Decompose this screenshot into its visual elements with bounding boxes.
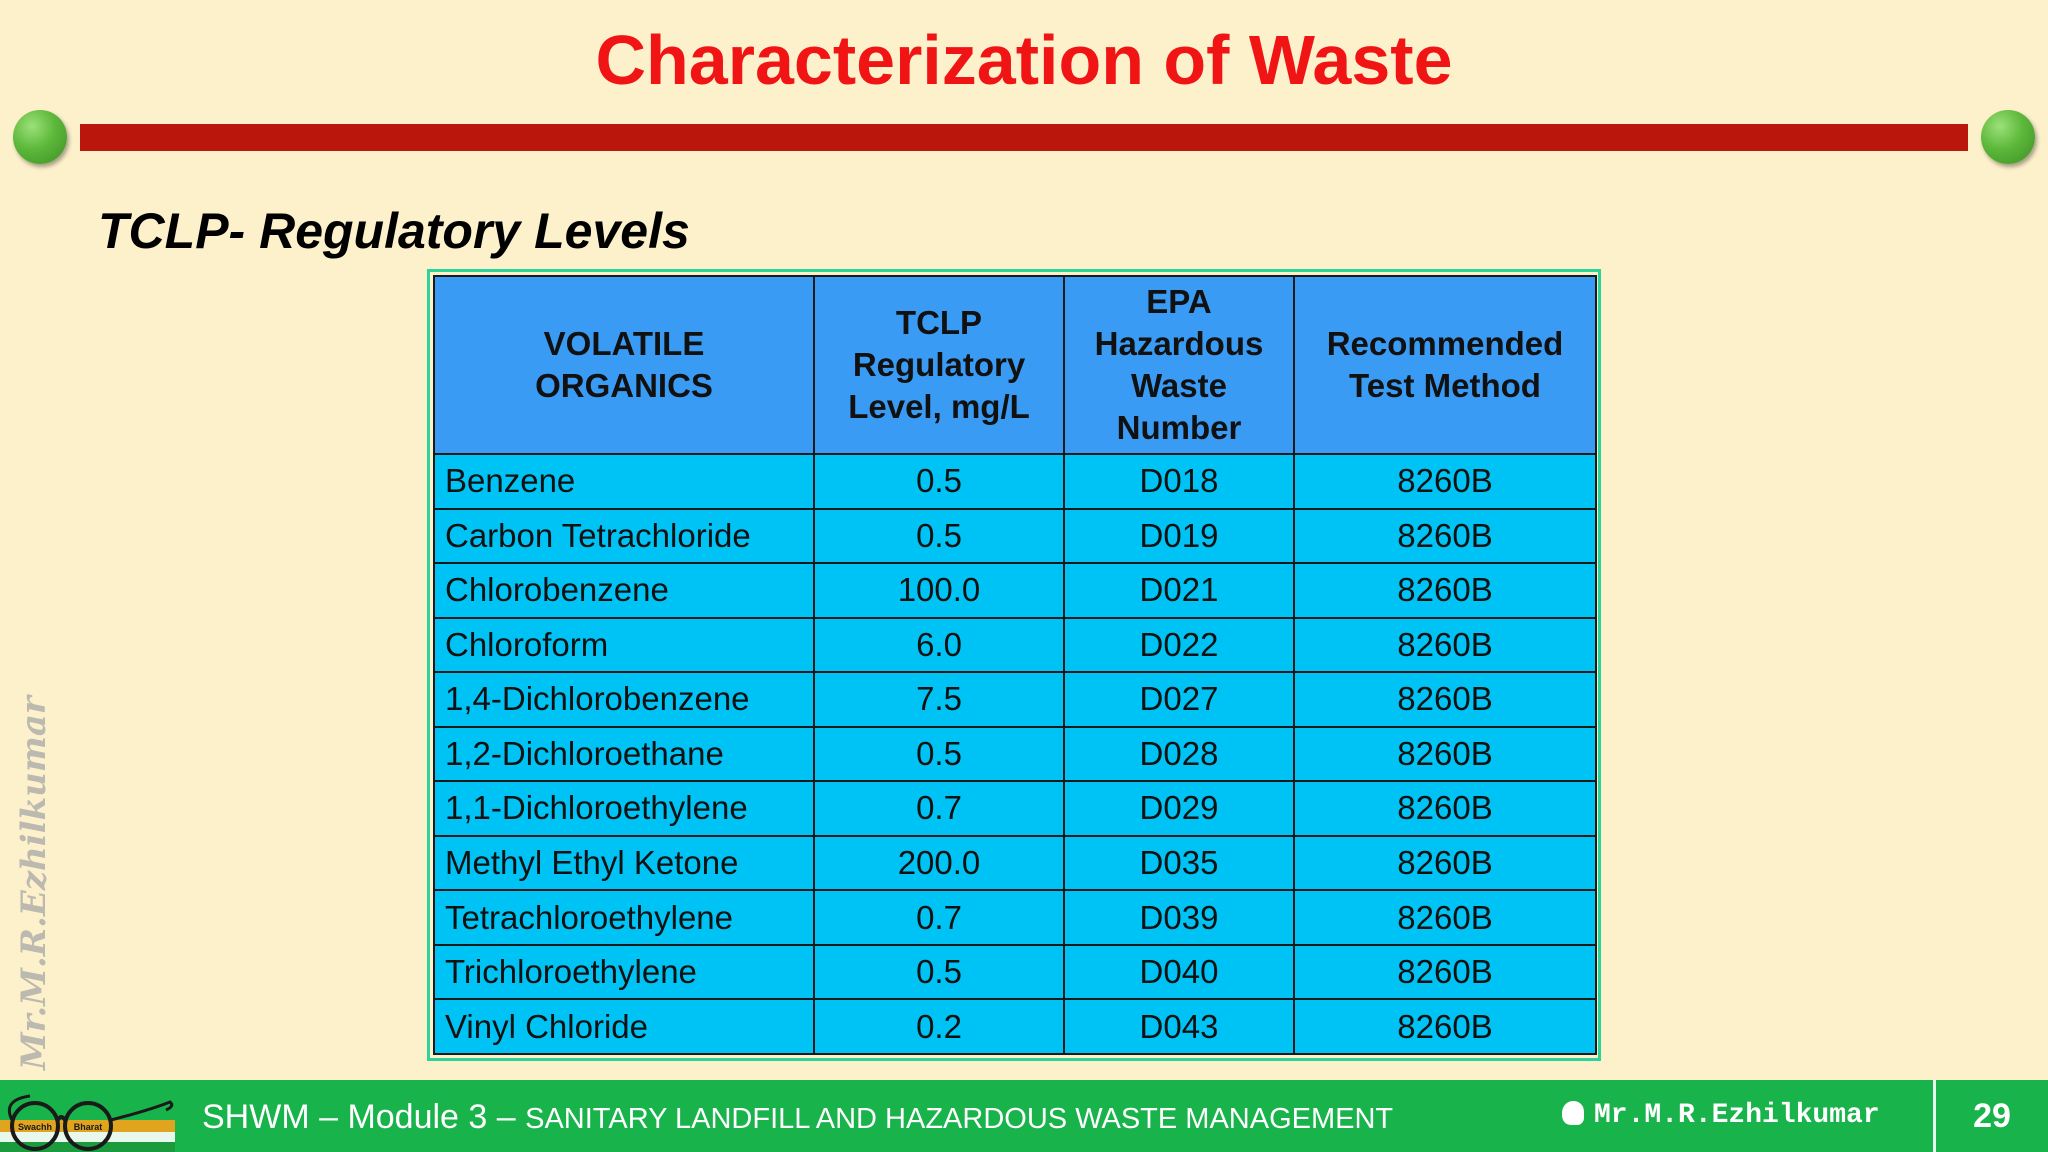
cell-method: 8260B bbox=[1293, 671, 1597, 728]
cell-method: 8260B bbox=[1293, 616, 1597, 674]
cell-epa-number: D035 bbox=[1063, 834, 1295, 892]
cell-method: 8260B bbox=[1293, 889, 1597, 946]
cell-epa-number: D018 bbox=[1063, 453, 1295, 510]
cell-level: 0.7 bbox=[813, 780, 1065, 837]
table-row: Carbon Tetrachloride 0.5 D019 8260B bbox=[433, 507, 1597, 565]
table-row: Trichloroethylene 0.5 D040 8260B bbox=[433, 943, 1597, 1001]
table-row: Chloroform 6.0 D022 8260B bbox=[433, 616, 1597, 674]
table-row: 1,4-Dichlorobenzene 7.5 D027 8260B bbox=[433, 671, 1597, 728]
title-divider-bar bbox=[80, 124, 1968, 151]
cell-level: 100.0 bbox=[813, 562, 1065, 619]
table-row: 1,1-Dichloroethylene 0.7 D029 8260B bbox=[433, 780, 1597, 837]
table-row: Vinyl Chloride 0.2 D043 8260B bbox=[433, 998, 1597, 1055]
cell-epa-number: D040 bbox=[1063, 943, 1295, 1001]
header-tclp-level: TCLP Regulatory Level, mg/L bbox=[813, 275, 1065, 455]
cell-compound: Carbon Tetrachloride bbox=[433, 507, 815, 565]
green-bullet-left bbox=[13, 110, 67, 164]
cell-epa-number: D019 bbox=[1063, 507, 1295, 565]
cell-method: 8260B bbox=[1293, 943, 1597, 1001]
cell-compound: Benzene bbox=[433, 453, 815, 510]
tclp-table: VOLATILE ORGANICS TCLP Regulatory Level,… bbox=[433, 275, 1597, 1055]
cell-compound: Chloroform bbox=[433, 616, 815, 674]
cell-level: 6.0 bbox=[813, 616, 1065, 674]
logo-label-left: Swachh bbox=[18, 1122, 52, 1132]
cell-compound: Vinyl Chloride bbox=[433, 998, 815, 1055]
cell-level: 0.5 bbox=[813, 943, 1065, 1001]
page-number: 29 bbox=[1973, 1097, 2011, 1135]
table-row: Chlorobenzene 100.0 D021 8260B bbox=[433, 562, 1597, 619]
table-row: Tetrachloroethylene 0.7 D039 8260B bbox=[433, 889, 1597, 946]
header-volatile-organics: VOLATILE ORGANICS bbox=[433, 275, 815, 455]
cell-level: 200.0 bbox=[813, 834, 1065, 892]
cell-level: 0.5 bbox=[813, 453, 1065, 510]
cell-compound: Tetrachloroethylene bbox=[433, 889, 815, 946]
footer-bar: Swachh Bharat SHWM – Module 3 – SANITARY… bbox=[0, 1080, 2048, 1152]
cell-epa-number: D043 bbox=[1063, 998, 1295, 1055]
footer-course-title: SHWM – Module 3 – SANITARY LANDFILL AND … bbox=[202, 1098, 1393, 1137]
tclp-table-frame: VOLATILE ORGANICS TCLP Regulatory Level,… bbox=[427, 269, 1601, 1061]
cell-method: 8260B bbox=[1293, 507, 1597, 565]
speaker-head-icon bbox=[1562, 1101, 1584, 1125]
logo-label-right: Bharat bbox=[74, 1122, 103, 1132]
cell-compound: 1,1-Dichloroethylene bbox=[433, 780, 815, 837]
slide-subtitle: TCLP- Regulatory Levels bbox=[98, 203, 690, 259]
cell-epa-number: D039 bbox=[1063, 889, 1295, 946]
cell-method: 8260B bbox=[1293, 725, 1597, 783]
footer-author: Mr.M.R.Ezhilkumar bbox=[1562, 1100, 1880, 1131]
cell-method: 8260B bbox=[1293, 834, 1597, 892]
cell-level: 0.7 bbox=[813, 889, 1065, 946]
cell-method: 8260B bbox=[1293, 453, 1597, 510]
author-watermark: Mr.M.R.Ezhilkumar bbox=[14, 696, 54, 1070]
cell-epa-number: D028 bbox=[1063, 725, 1295, 783]
cell-epa-number: D029 bbox=[1063, 780, 1295, 837]
cell-compound: Methyl Ethyl Ketone bbox=[433, 834, 815, 892]
table-header-row: VOLATILE ORGANICS TCLP Regulatory Level,… bbox=[433, 275, 1597, 455]
header-epa-number: EPA Hazardous Waste Number bbox=[1063, 275, 1295, 455]
slide-title: Characterization of Waste bbox=[595, 21, 1453, 99]
cell-method: 8260B bbox=[1293, 562, 1597, 619]
cell-level: 0.5 bbox=[813, 725, 1065, 783]
footer-course: SHWM – Module 3 – bbox=[202, 1098, 526, 1136]
cell-compound: 1,4-Dichlorobenzene bbox=[433, 671, 815, 728]
green-bullet-right bbox=[1981, 110, 2035, 164]
table-row: 1,2-Dichloroethane 0.5 D028 8260B bbox=[433, 725, 1597, 783]
cell-level: 0.5 bbox=[813, 507, 1065, 565]
cell-method: 8260B bbox=[1293, 998, 1597, 1055]
cell-level: 0.2 bbox=[813, 998, 1065, 1055]
cell-level: 7.5 bbox=[813, 671, 1065, 728]
cell-compound: 1,2-Dichloroethane bbox=[433, 725, 815, 783]
cell-epa-number: D021 bbox=[1063, 562, 1295, 619]
footer-author-name: Mr.M.R.Ezhilkumar bbox=[1594, 1100, 1880, 1131]
table-row: Benzene 0.5 D018 8260B bbox=[433, 453, 1597, 510]
header-test-method: Recommended Test Method bbox=[1293, 275, 1597, 455]
table-row: Methyl Ethyl Ketone 200.0 D035 8260B bbox=[433, 834, 1597, 892]
cell-method: 8260B bbox=[1293, 780, 1597, 837]
cell-compound: Trichloroethylene bbox=[433, 943, 815, 1001]
swachh-bharat-glasses-logo: Swachh Bharat bbox=[0, 1080, 175, 1152]
footer-divider bbox=[1933, 1080, 1936, 1152]
cell-compound: Chlorobenzene bbox=[433, 562, 815, 619]
cell-epa-number: D022 bbox=[1063, 616, 1295, 674]
footer-module-title: SANITARY LANDFILL AND HAZARDOUS WASTE MA… bbox=[525, 1103, 1394, 1135]
cell-epa-number: D027 bbox=[1063, 671, 1295, 728]
